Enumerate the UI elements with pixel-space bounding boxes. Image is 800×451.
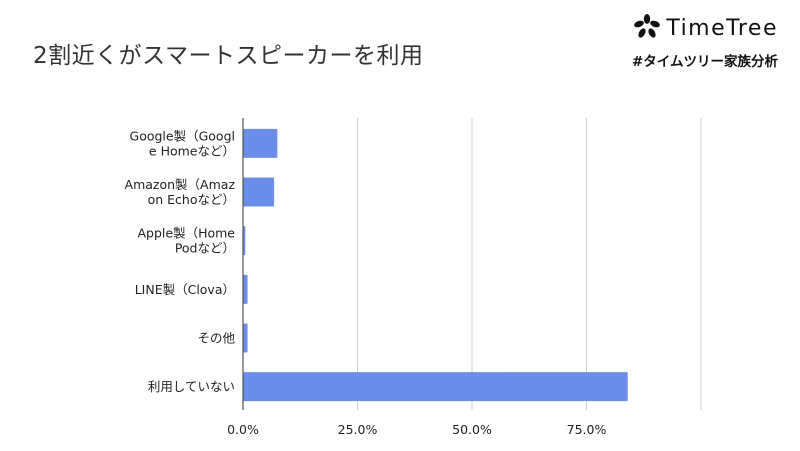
bar xyxy=(243,177,275,207)
brand-logo: TimeTree xyxy=(634,14,778,42)
bar xyxy=(243,274,248,304)
x-tick-label: 25.0% xyxy=(338,422,378,437)
chart-tick-labels: 0.0% 25.0% 50.0% 75.0% xyxy=(227,422,606,437)
bar xyxy=(243,128,278,158)
page-title: 2割近くがスマートスピーカーを利用 xyxy=(33,43,424,69)
category-label: Apple製（Home xyxy=(138,226,236,241)
category-label: Google製（Googl xyxy=(130,128,235,143)
flower-logo-icon xyxy=(634,14,661,42)
bar xyxy=(243,372,628,402)
chart-category-labels: Google製（Google Homeなど） Amazon製（Amazon Ech… xyxy=(125,128,236,394)
category-label: Podなど） xyxy=(175,241,235,256)
x-tick-label: 75.0% xyxy=(567,422,607,437)
brand-hashtag: #タイムツリー家族分析 xyxy=(631,54,778,70)
category-label: その他 xyxy=(197,331,235,346)
x-tick-label: 50.0% xyxy=(452,422,492,437)
bar xyxy=(243,323,248,353)
brand-block: TimeTree #タイムツリー家族分析 xyxy=(598,14,778,74)
category-label: e Homeなど） xyxy=(149,143,235,158)
category-label: LINE製（Clova） xyxy=(135,282,235,297)
category-label: on Echoなど） xyxy=(148,192,235,207)
brand-name: TimeTree xyxy=(666,15,778,41)
category-label: Amazon製（Amaz xyxy=(125,177,236,192)
x-tick-label: 0.0% xyxy=(227,422,259,437)
category-label: 利用していない xyxy=(148,379,235,394)
chart-grid xyxy=(357,118,702,410)
chart-bars xyxy=(243,128,628,402)
